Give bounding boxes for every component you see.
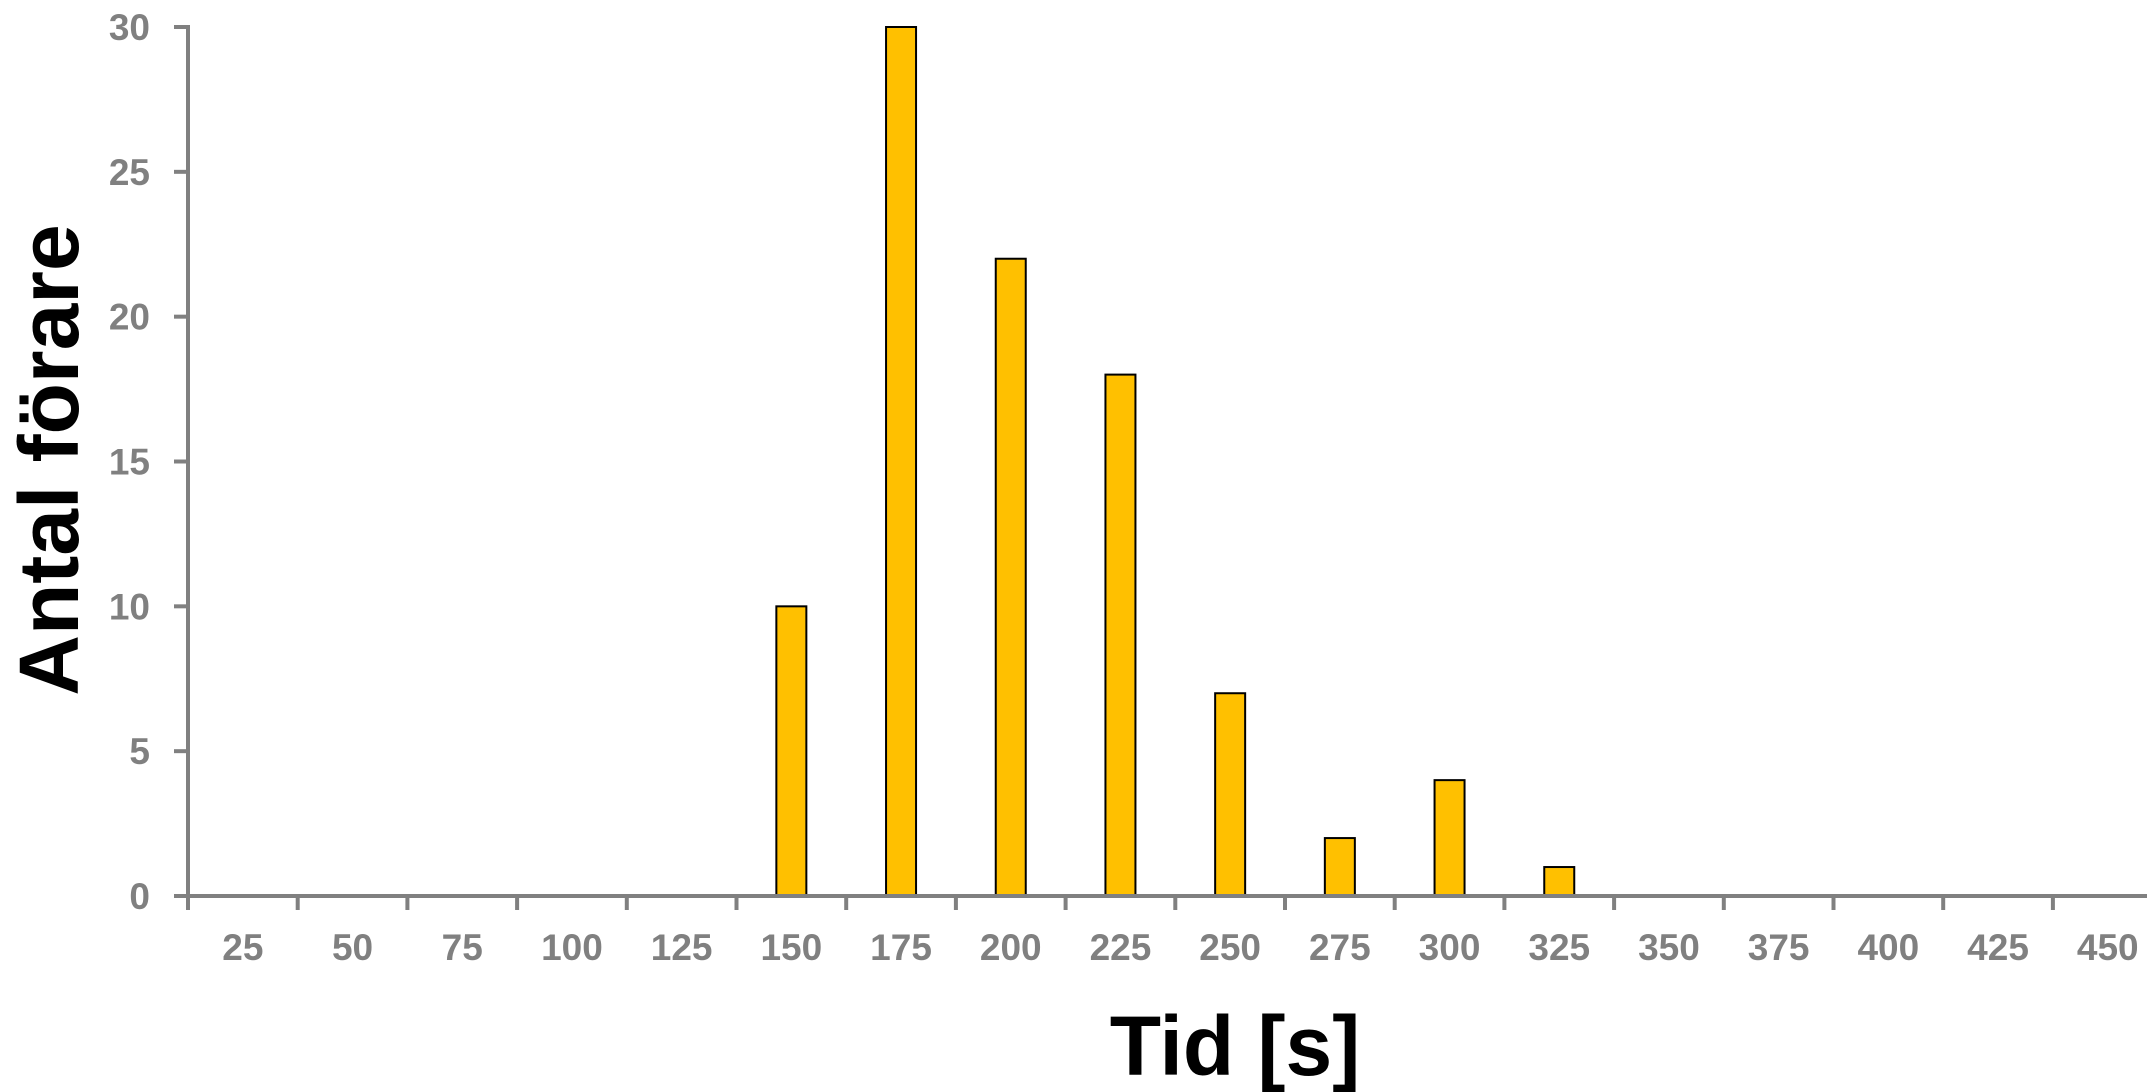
x-tick-label: 300 — [1419, 927, 1481, 968]
x-tick-label: 325 — [1528, 927, 1590, 968]
bar-300 — [1433, 779, 1466, 898]
x-tick-label: 150 — [760, 927, 822, 968]
bar-250 — [1214, 692, 1247, 897]
bar-150 — [775, 605, 808, 897]
bar-325 — [1543, 866, 1576, 897]
y-tick-label: 25 — [109, 152, 150, 193]
y-tick-label: 5 — [129, 731, 150, 772]
y-tick-label: 10 — [109, 586, 150, 627]
axes-group — [174, 25, 2147, 898]
x-axis-title: Tid [s] — [1110, 999, 1360, 1092]
ticks-group — [174, 25, 2055, 910]
y-tick-label: 20 — [109, 297, 150, 338]
y-tick-label: 0 — [129, 876, 150, 917]
y-tick-label: 15 — [109, 442, 150, 483]
x-tick-label: 275 — [1309, 927, 1371, 968]
x-tick-label: 425 — [1967, 927, 2029, 968]
x-tick-label: 75 — [442, 927, 483, 968]
x-tick-label: 400 — [1857, 927, 1919, 968]
bar-225 — [1104, 373, 1137, 898]
x-tick-label: 225 — [1090, 927, 1152, 968]
x-tick-label: 175 — [870, 927, 932, 968]
bars-group — [775, 26, 1576, 898]
x-tick-label: 450 — [2077, 927, 2139, 968]
x-tick-label: 100 — [541, 927, 603, 968]
bar-175 — [885, 26, 918, 897]
x-tick-label: 50 — [332, 927, 373, 968]
y-axis-title: Antal förare — [2, 224, 96, 695]
bar-200 — [994, 257, 1027, 897]
x-tick-label: 25 — [222, 927, 263, 968]
x-tick-label: 250 — [1199, 927, 1261, 968]
x-tick-label: 375 — [1748, 927, 1810, 968]
x-tick-label: 350 — [1638, 927, 1700, 968]
x-tick-label: 200 — [980, 927, 1042, 968]
y-tick-label: 30 — [109, 7, 150, 48]
x-tick-label: 125 — [651, 927, 713, 968]
tick-labels-group: 25 50 75 100 125 150 175 200 225 250 275 300 325 350 3… — [109, 7, 2139, 968]
bar-275 — [1323, 837, 1356, 897]
